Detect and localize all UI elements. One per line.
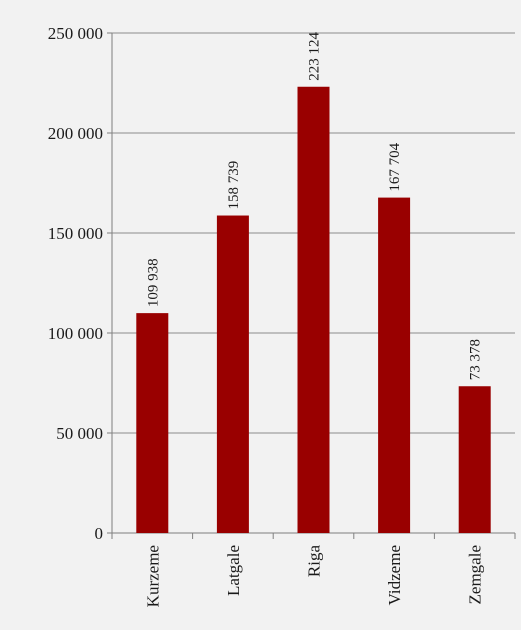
bars [136, 86, 491, 534]
bar-zemgale [458, 386, 491, 533]
category-label: Riga [305, 545, 324, 578]
y-tick-label: 50 000 [56, 424, 103, 443]
data-label: 158 739 [226, 161, 242, 210]
bar-latgale [216, 215, 249, 533]
data-label: 167 704 [387, 142, 403, 191]
bar-kurzeme [136, 313, 169, 533]
data-label: 73 378 [468, 339, 484, 380]
y-tick-label: 200 000 [48, 124, 103, 143]
category-label: Vidzeme [385, 545, 404, 605]
category-label: Latgale [224, 545, 243, 596]
data-label: 109 938 [145, 258, 161, 307]
bar-vidzeme [378, 197, 411, 534]
labels: 0 50 000 100 000 150 000 200 000 250 000 109 9… [48, 24, 485, 607]
y-tick-label: 150 000 [48, 224, 103, 243]
category-label: Zemgale [466, 545, 485, 604]
bar-riga [297, 86, 330, 533]
category-label: Kurzeme [143, 545, 162, 607]
data-label: 223 124 [307, 32, 323, 81]
y-tick-label: 0 [95, 524, 104, 543]
y-tick-label: 250 000 [48, 24, 103, 43]
y-tick-label: 100 000 [48, 324, 103, 343]
